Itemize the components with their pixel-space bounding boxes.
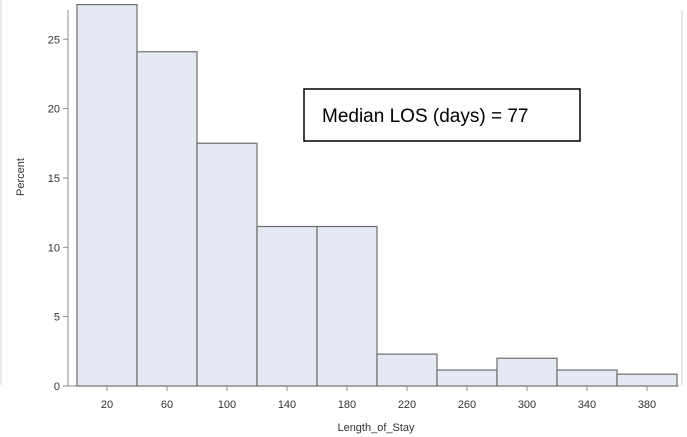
y-tick-label: 25 <box>48 34 60 46</box>
histogram-bar-300 <box>496 357 558 387</box>
y-tick-label: 10 <box>48 242 60 254</box>
histogram-bar-380 <box>616 373 678 387</box>
median-annotation-box <box>303 88 581 142</box>
x-ticks-group: 20 60 100 140 180 220 260 300 340 380 <box>101 386 656 411</box>
x-tick-label: 260 <box>458 399 476 411</box>
x-tick-label: 140 <box>278 399 296 411</box>
y-tick-label: 20 <box>48 104 60 116</box>
histogram-bar-140 <box>256 225 318 387</box>
histogram-bar-20 <box>76 3 138 387</box>
x-tick-label: 180 <box>338 399 356 411</box>
y-tick-label: 0 <box>54 381 60 393</box>
x-tick-label: 340 <box>578 399 596 411</box>
x-tick-label: 20 <box>101 399 113 411</box>
y-tick-label: 15 <box>48 173 60 185</box>
x-axis-title: Length_of_Stay <box>337 422 415 434</box>
median-annotation-text: Median LOS (days) = 77 <box>322 106 528 127</box>
histogram-bar-100 <box>196 142 258 387</box>
x-tick-label: 380 <box>638 399 656 411</box>
x-tick-label: 220 <box>398 399 416 411</box>
histogram-bar-340 <box>556 369 618 387</box>
bars-group <box>76 3 678 387</box>
x-tick-label: 60 <box>161 399 173 411</box>
histogram-bar-220 <box>376 353 438 387</box>
histogram-bar-180 <box>316 225 378 387</box>
histogram-bar-60 <box>136 51 198 387</box>
x-tick-label: 100 <box>218 399 236 411</box>
y-tick-label: 5 <box>54 312 60 324</box>
histogram-bar-260 <box>436 369 498 387</box>
y-ticks-group: 0 5 10 15 20 25 <box>48 34 68 393</box>
x-tick-label: 300 <box>518 399 536 411</box>
y-axis-title: Percent <box>15 158 27 196</box>
